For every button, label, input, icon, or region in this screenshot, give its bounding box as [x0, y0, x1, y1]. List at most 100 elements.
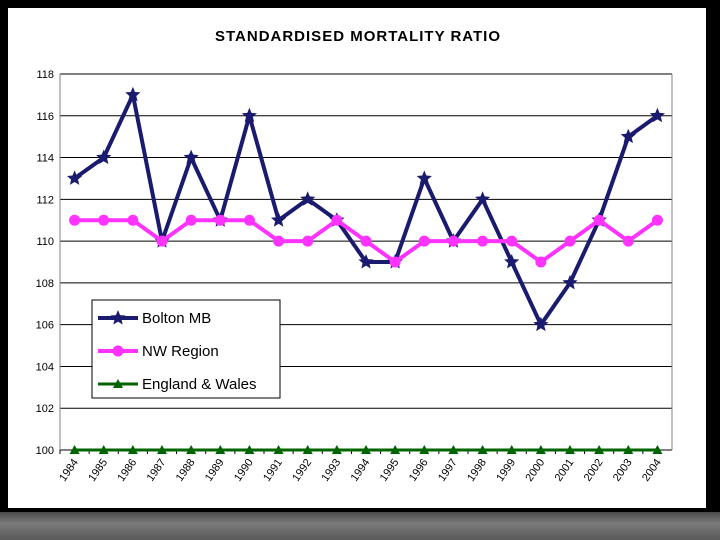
data-point [156, 235, 168, 247]
data-point [67, 170, 83, 185]
y-tick-label: 104 [36, 361, 54, 373]
y-axis-ticks: 100 102 104 106 108 110 112 114 116 118 [36, 69, 54, 457]
data-point [69, 445, 80, 454]
x-tick-label: 1992 [290, 457, 314, 484]
data-point [564, 235, 576, 247]
legend-label: England & Wales [142, 376, 257, 393]
x-tick-label: 1999 [494, 457, 518, 484]
data-point [418, 235, 430, 247]
data-point [98, 445, 109, 454]
data-point [562, 274, 578, 290]
x-tick-label: 1996 [407, 457, 431, 484]
data-point [186, 445, 197, 454]
data-point [652, 445, 663, 454]
data-point [477, 445, 488, 454]
data-point [302, 235, 314, 247]
data-point [447, 235, 459, 247]
x-tick-label: 1986 [115, 457, 139, 484]
y-tick-label: 102 [36, 403, 54, 415]
data-point [273, 445, 284, 454]
y-tick-label: 112 [36, 194, 54, 206]
data-point [506, 235, 518, 247]
y-tick-label: 118 [36, 69, 54, 81]
data-point [475, 191, 491, 206]
data-point [504, 254, 520, 269]
data-point [506, 445, 517, 454]
series-0 [67, 86, 665, 332]
data-point [127, 445, 138, 454]
y-tick-label: 100 [36, 445, 54, 457]
x-tick-label: 2000 [523, 457, 547, 484]
series-line [73, 92, 659, 327]
data-point [215, 445, 226, 454]
data-point [448, 445, 459, 454]
bottom-bar [0, 512, 720, 540]
x-tick-label: 1989 [203, 457, 227, 484]
data-point [622, 235, 634, 247]
x-tick-label: 1987 [145, 457, 169, 484]
data-point [620, 128, 636, 144]
data-point [649, 107, 665, 123]
data-point [331, 214, 343, 226]
data-point [390, 445, 401, 454]
legend-label: Bolton MB [142, 310, 211, 327]
data-point [302, 445, 313, 454]
y-tick-label: 114 [36, 153, 54, 165]
x-axis-ticks: 1984 1985 1986 1987 1988 1989 1990 1991 1992 1993… [57, 450, 664, 484]
data-point [243, 214, 255, 226]
y-tick-label: 108 [36, 278, 54, 290]
data-point [127, 214, 139, 226]
x-tick-label: 2004 [640, 457, 664, 484]
data-point [358, 254, 374, 269]
x-tick-label: 1997 [436, 457, 460, 484]
data-point [535, 445, 546, 454]
series-2 [69, 445, 663, 454]
data-point [185, 214, 197, 226]
legend-label: NW Region [142, 343, 219, 360]
series-1 [69, 214, 663, 268]
x-tick-label: 1998 [465, 457, 489, 484]
data-point [565, 445, 575, 454]
data-point [361, 445, 371, 454]
data-point [271, 212, 287, 227]
data-point [419, 445, 430, 454]
data-point [214, 214, 226, 226]
data-point [300, 191, 316, 206]
legend-swatch-marker [113, 379, 123, 388]
y-tick-label: 106 [36, 320, 54, 332]
x-tick-label: 1985 [86, 457, 110, 484]
data-point [533, 316, 549, 332]
data-point [157, 445, 167, 454]
data-point [125, 86, 141, 102]
x-tick-label: 1994 [349, 457, 373, 484]
y-tick-label: 116 [36, 111, 54, 123]
x-tick-label: 1991 [261, 457, 285, 484]
x-tick-label: 2003 [611, 457, 635, 484]
data-point [96, 149, 112, 164]
x-tick-label: 1984 [57, 457, 81, 484]
x-tick-label: 1993 [319, 457, 343, 484]
data-point [244, 445, 255, 454]
chart-svg: STANDARDISED MORTALITY RATIO 10010210410… [36, 28, 673, 484]
data-point [69, 214, 81, 226]
data-point [183, 149, 199, 164]
legend-swatch-marker [110, 310, 126, 325]
y-tick-label: 110 [36, 236, 54, 248]
data-point [593, 214, 605, 226]
x-tick-label: 2001 [553, 457, 577, 484]
data-point [241, 107, 257, 123]
data-point [651, 214, 663, 226]
data-point [535, 256, 547, 268]
data-point [273, 235, 285, 247]
x-tick-label: 1990 [232, 457, 256, 484]
data-point [389, 256, 401, 268]
chart-panel: STANDARDISED MORTALITY RATIO 100 102 104 10… [8, 8, 706, 508]
x-tick-label: 1995 [378, 457, 402, 484]
x-tick-label: 1988 [174, 457, 198, 484]
chart-title: STANDARDISED MORTALITY RATIO [215, 28, 501, 45]
data-point [416, 170, 432, 185]
data-point [331, 445, 342, 454]
data-point [623, 445, 634, 454]
legend-swatch-marker [112, 345, 124, 357]
